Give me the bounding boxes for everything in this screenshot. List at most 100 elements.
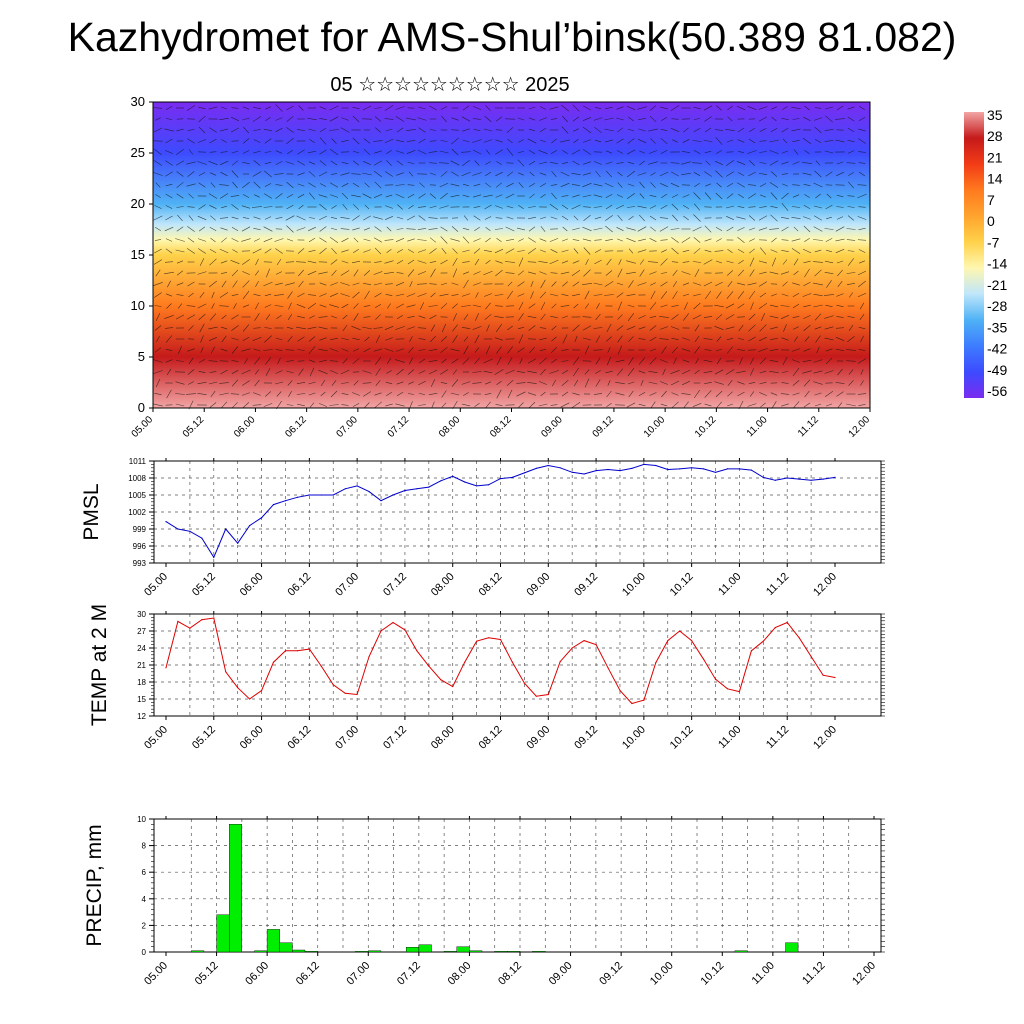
wind-arrow bbox=[463, 392, 469, 396]
wind-arrow bbox=[847, 127, 855, 133]
wind-arrow bbox=[474, 227, 480, 231]
wind-arrow bbox=[595, 379, 601, 387]
wind-arrow bbox=[496, 389, 502, 399]
wind-arrow bbox=[859, 302, 865, 310]
wind-arrow bbox=[617, 182, 623, 188]
wind-arrow bbox=[188, 325, 194, 331]
wind-arrow bbox=[395, 193, 405, 199]
wind-arrow bbox=[528, 117, 536, 121]
wind-arrow bbox=[671, 346, 679, 354]
wind-arrow bbox=[549, 293, 559, 297]
wind-arrow bbox=[670, 182, 680, 188]
wind-arrow bbox=[198, 182, 206, 188]
wind-arrow bbox=[836, 171, 844, 177]
wind-arrow bbox=[363, 148, 371, 156]
wind-arrow bbox=[506, 205, 514, 209]
wind-arrow bbox=[252, 248, 262, 254]
wind-arrow bbox=[263, 281, 273, 287]
wind-arrow bbox=[815, 335, 821, 343]
wind-arrow bbox=[175, 238, 185, 242]
wind-arrow bbox=[307, 260, 317, 264]
wind-arrow bbox=[364, 182, 370, 188]
wind-arrow bbox=[705, 183, 711, 187]
wind-arrow bbox=[615, 392, 625, 396]
wind-arrow bbox=[748, 324, 756, 332]
wind-arrow bbox=[637, 138, 647, 144]
wind-arrow bbox=[650, 172, 656, 176]
wind-arrow bbox=[418, 338, 426, 340]
y-tick-label: 996 bbox=[133, 542, 147, 551]
wind-arrow bbox=[198, 106, 206, 110]
wind-arrow bbox=[704, 403, 712, 407]
wind-arrow bbox=[485, 149, 491, 155]
x-tick-label: 05.12 bbox=[181, 414, 207, 440]
wind-arrow bbox=[187, 226, 195, 232]
wind-arrow bbox=[330, 315, 338, 319]
wind-arrow bbox=[737, 248, 745, 254]
wind-arrow bbox=[507, 325, 513, 331]
wind-arrow bbox=[285, 282, 295, 286]
wind-arrow bbox=[582, 117, 592, 121]
wind-arrow bbox=[340, 127, 350, 133]
x-tick-label: 10.00 bbox=[620, 571, 648, 599]
wind-arrow bbox=[329, 404, 339, 406]
wind-arrow bbox=[826, 249, 832, 253]
wind-arrow bbox=[649, 316, 657, 318]
wind-arrow bbox=[749, 238, 755, 242]
wind-arrow bbox=[659, 226, 669, 232]
wind-arrow bbox=[518, 313, 524, 321]
wind-arrow bbox=[617, 314, 623, 320]
wind-arrow bbox=[341, 404, 349, 406]
data-point bbox=[392, 621, 394, 624]
precip-bar bbox=[254, 950, 268, 953]
wind-arrow bbox=[155, 182, 161, 188]
wind-arrow bbox=[395, 150, 405, 154]
wind-arrow bbox=[507, 357, 513, 365]
wind-arrow bbox=[604, 294, 614, 296]
wind-arrow bbox=[792, 194, 800, 198]
wind-arrow bbox=[472, 304, 482, 308]
wind-arrow bbox=[792, 326, 800, 330]
wind-arrow bbox=[341, 162, 349, 164]
wind-arrow bbox=[187, 206, 195, 208]
wind-arrow bbox=[769, 315, 779, 319]
wind-arrow bbox=[551, 171, 557, 177]
wind-arrow bbox=[254, 313, 260, 321]
wind-arrow bbox=[274, 173, 284, 175]
wind-arrow bbox=[550, 149, 558, 155]
wind-arrow bbox=[329, 116, 339, 122]
wind-arrow bbox=[781, 203, 789, 211]
data-point bbox=[344, 488, 346, 490]
wind-arrow bbox=[748, 206, 756, 208]
wind-arrow bbox=[417, 228, 427, 230]
wind-arrow bbox=[417, 249, 427, 253]
wind-arrow bbox=[342, 358, 348, 364]
wind-arrow bbox=[737, 237, 745, 243]
wind-arrow bbox=[451, 358, 459, 364]
wind-arrow bbox=[593, 183, 603, 187]
wind-arrow bbox=[780, 393, 790, 395]
wind-arrow bbox=[813, 226, 823, 232]
wind-arrow bbox=[550, 346, 558, 354]
wind-arrow bbox=[595, 170, 601, 178]
wind-arrow bbox=[395, 403, 405, 407]
wind-arrow bbox=[857, 270, 867, 276]
wind-arrow bbox=[782, 259, 788, 265]
wind-arrow bbox=[727, 105, 733, 111]
wind-arrow bbox=[605, 161, 613, 165]
wind-arrow bbox=[407, 161, 415, 165]
wind-arrow bbox=[727, 403, 733, 407]
wind-arrow bbox=[296, 304, 306, 308]
wind-arrow bbox=[617, 127, 623, 133]
wind-arrow bbox=[241, 205, 251, 209]
wind-arrow bbox=[153, 370, 163, 374]
wind-arrow bbox=[418, 380, 426, 386]
wind-arrow bbox=[462, 227, 470, 231]
wind-arrow bbox=[693, 106, 701, 110]
wind-arrow bbox=[561, 215, 569, 221]
wind-arrow bbox=[626, 237, 636, 243]
wind-arrow bbox=[628, 390, 634, 398]
wind-arrow bbox=[582, 126, 592, 134]
wind-arrow bbox=[428, 360, 438, 362]
wind-arrow bbox=[617, 335, 623, 343]
